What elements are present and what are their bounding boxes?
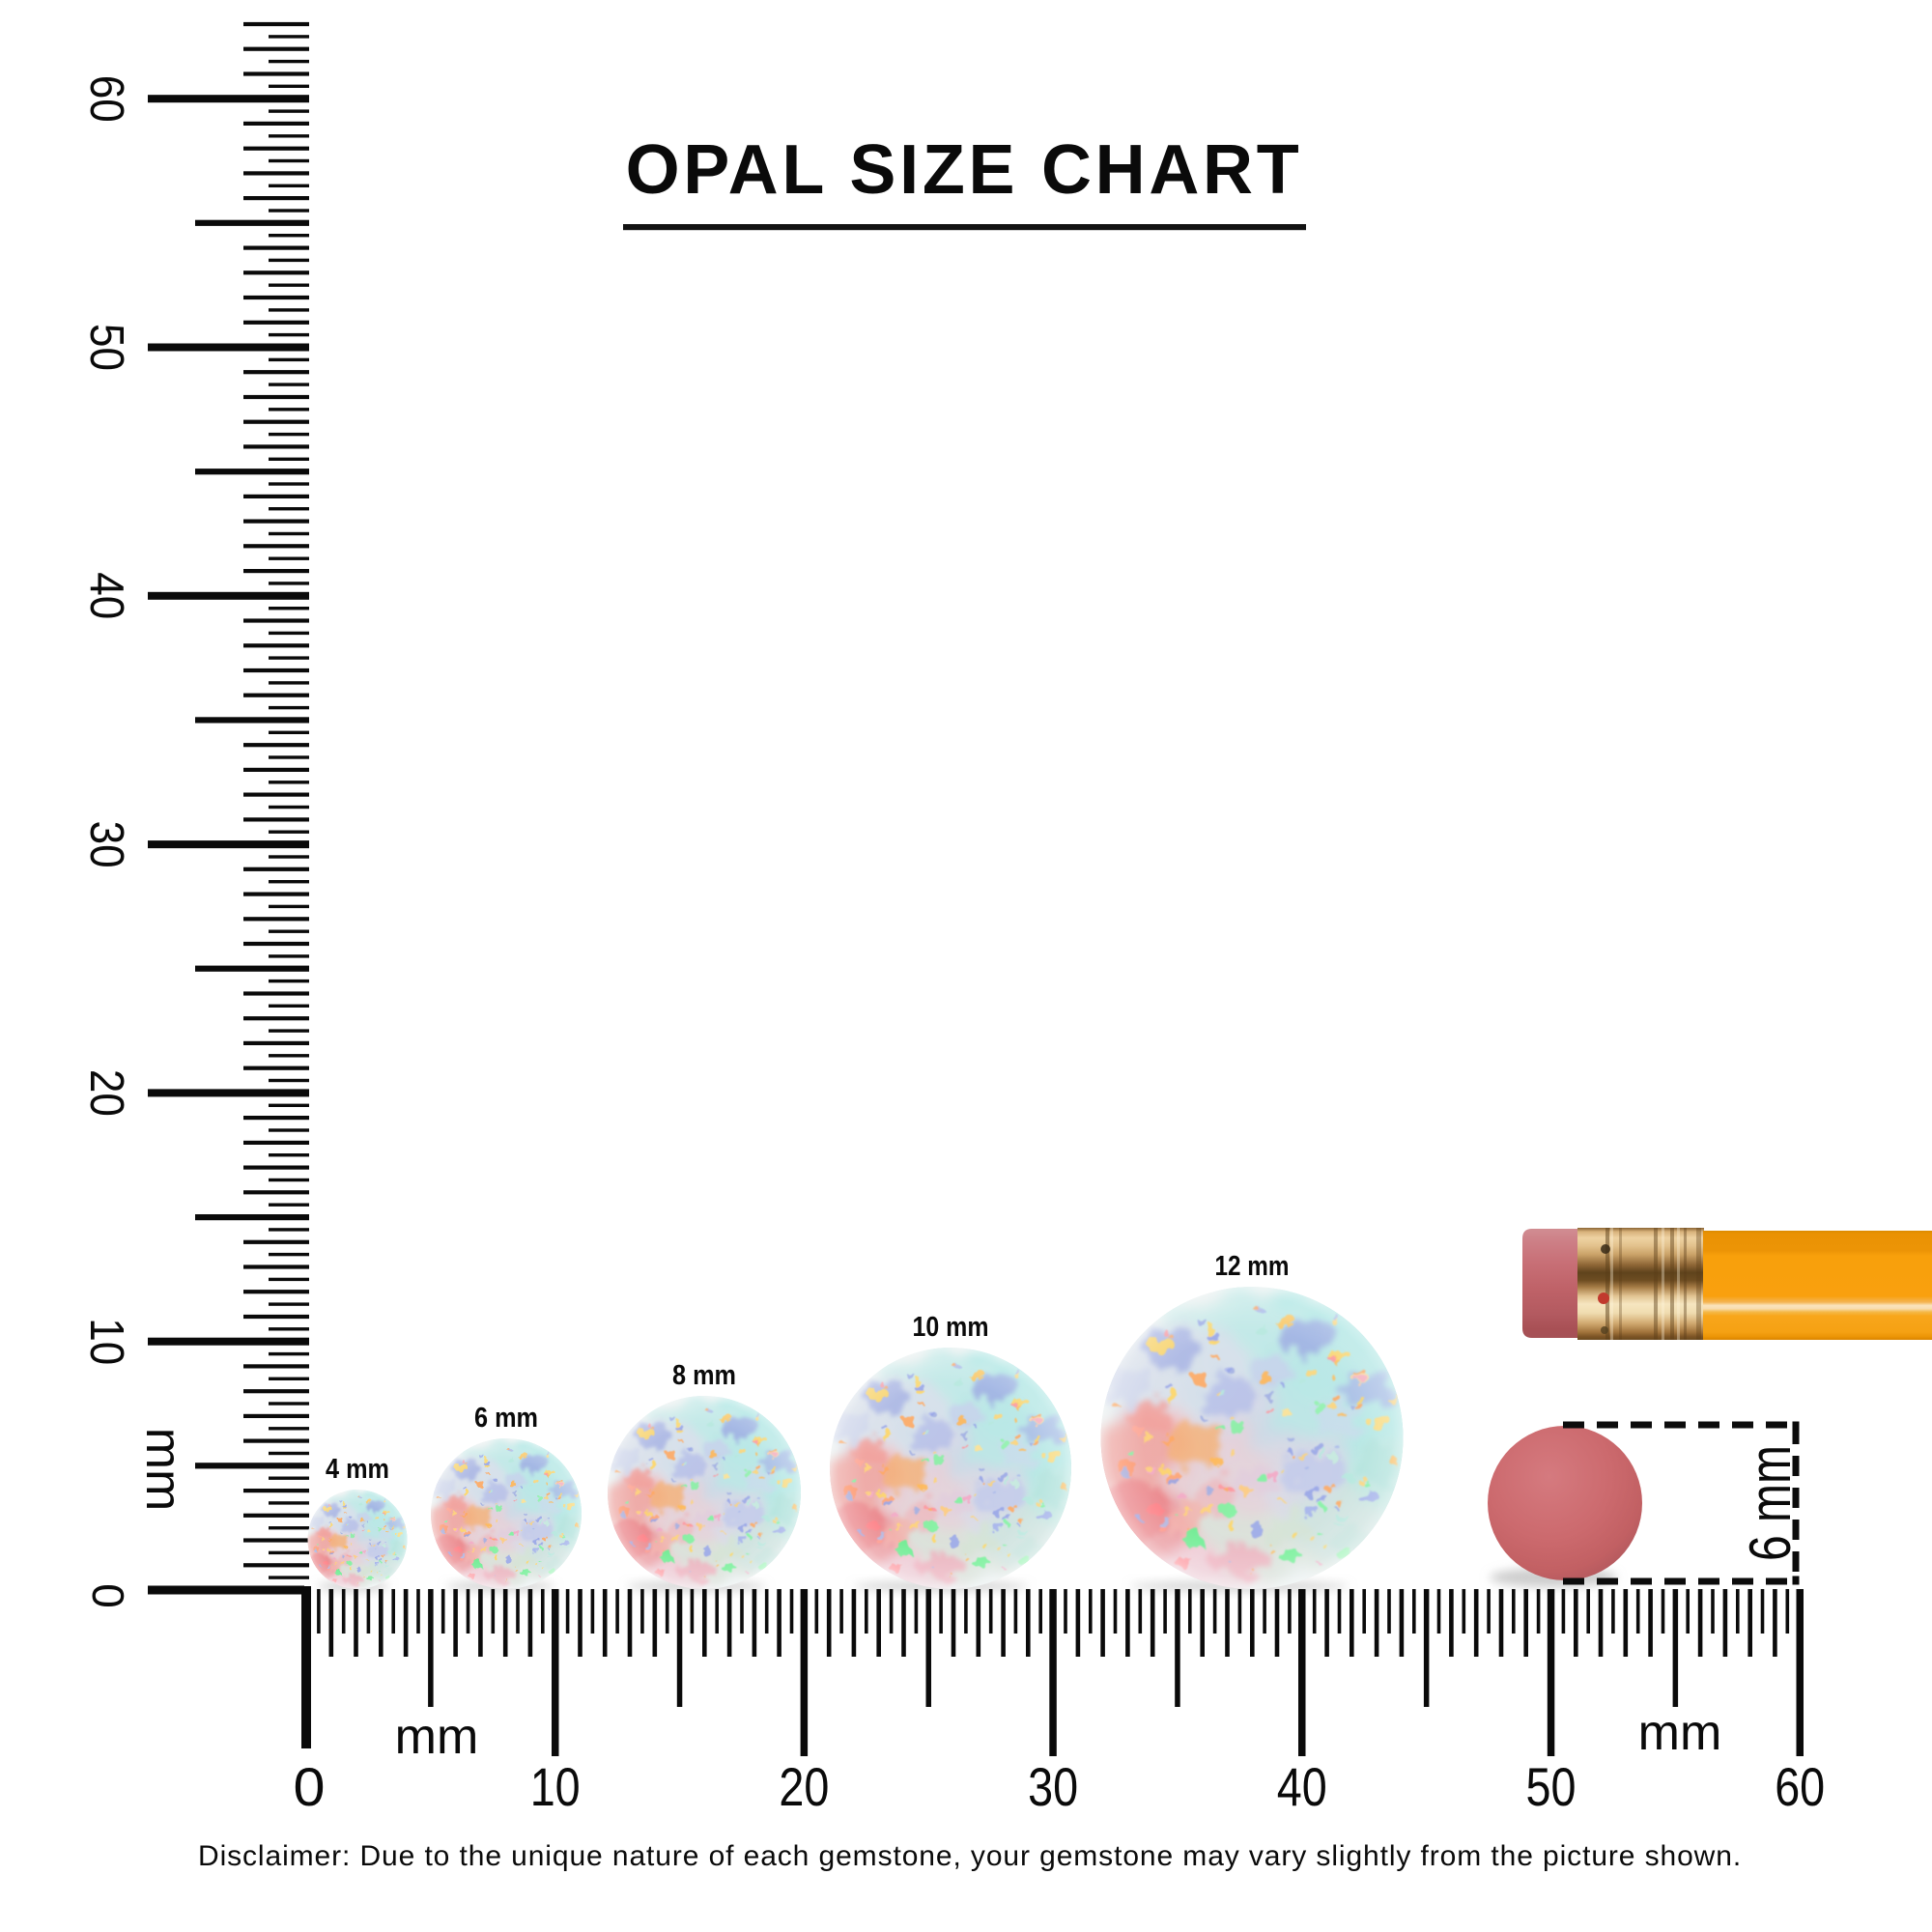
svg-text:6 mm: 6 mm	[1738, 1445, 1803, 1561]
svg-text:10: 10	[530, 1756, 581, 1817]
svg-text:30: 30	[1028, 1756, 1078, 1817]
svg-text:8 mm: 8 mm	[672, 1360, 736, 1391]
svg-text:0: 0	[294, 1756, 326, 1817]
svg-text:30: 30	[80, 821, 132, 868]
svg-text:Disclaimer: Due to the unique: Disclaimer: Due to the unique nature of …	[198, 1840, 1742, 1872]
svg-text:40: 40	[80, 572, 132, 619]
svg-text:0: 0	[83, 1583, 133, 1608]
svg-text:50: 50	[80, 324, 132, 371]
svg-text:mm: mm	[135, 1428, 191, 1512]
svg-text:20: 20	[80, 1069, 132, 1117]
svg-text:12 mm: 12 mm	[1215, 1251, 1290, 1282]
svg-text:6 mm: 6 mm	[474, 1403, 538, 1434]
svg-text:mm: mm	[1638, 1705, 1722, 1761]
svg-text:OPAL SIZE CHART: OPAL SIZE CHART	[626, 131, 1303, 209]
svg-text:10: 10	[80, 1318, 132, 1365]
svg-text:40: 40	[1277, 1756, 1327, 1817]
svg-text:10 mm: 10 mm	[913, 1312, 989, 1343]
svg-text:4 mm: 4 mm	[326, 1454, 389, 1485]
svg-text:50: 50	[1526, 1756, 1577, 1817]
svg-text:60: 60	[1775, 1756, 1825, 1817]
svg-text:60: 60	[80, 75, 132, 123]
svg-text:mm: mm	[395, 1709, 479, 1765]
svg-text:20: 20	[779, 1756, 829, 1817]
